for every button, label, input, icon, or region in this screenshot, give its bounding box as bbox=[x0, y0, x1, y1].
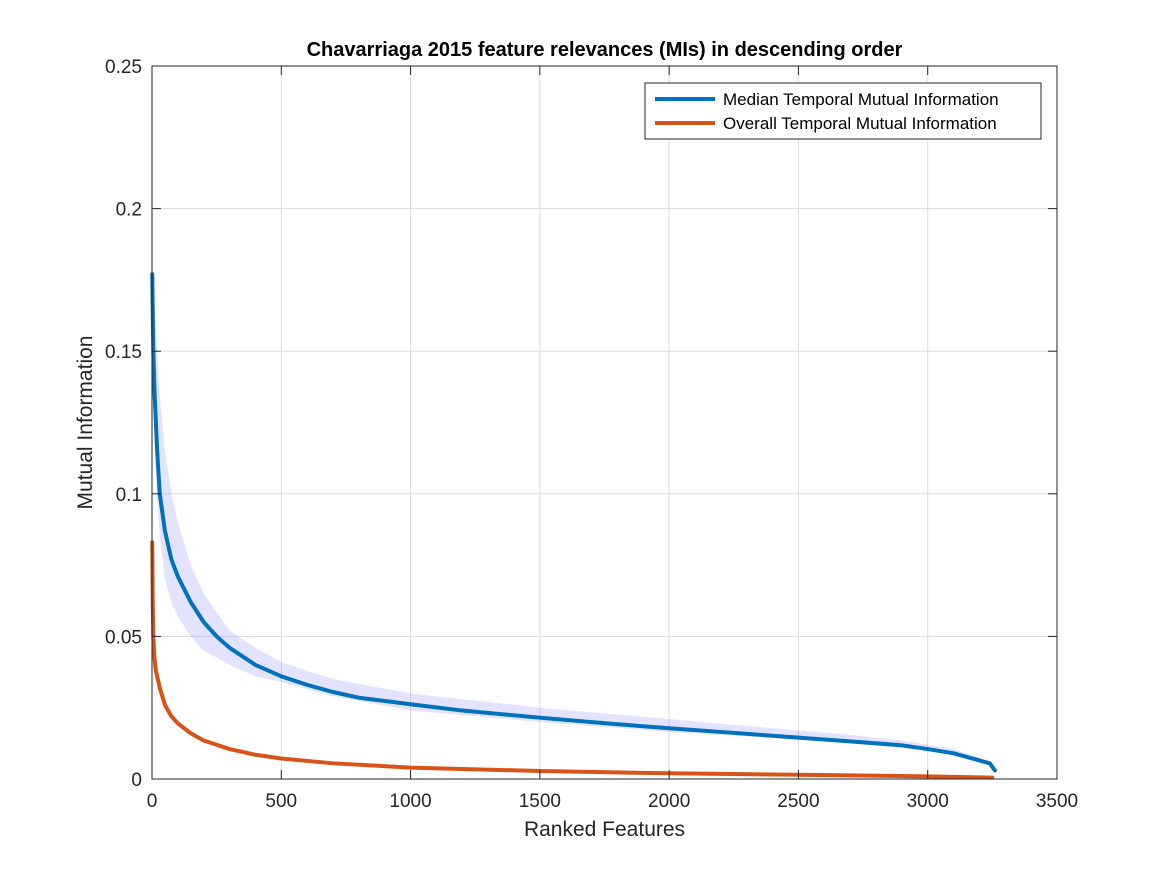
axis-ticks bbox=[151, 65, 1058, 780]
tick-labels: 0 500 1000 1500 2000 2500 3000 3500 0 0.05 0.1 0.15… bbox=[105, 57, 1078, 812]
x-tick-label: 1000 bbox=[389, 791, 431, 812]
y-tick-label: 0 bbox=[131, 770, 142, 791]
y-tick-label: 0.05 bbox=[105, 627, 142, 648]
legend-box bbox=[644, 82, 1042, 140]
plot-area bbox=[152, 66, 1057, 779]
y-tick-label: 0.15 bbox=[105, 342, 142, 363]
y-tick-label: 0.1 bbox=[116, 485, 142, 506]
series-line-median bbox=[150, 272, 997, 773]
plot-frame bbox=[151, 65, 1058, 780]
y-axis-label: Mutual Information bbox=[74, 336, 97, 510]
x-tick-label: 2500 bbox=[777, 791, 819, 812]
y-tick-label: 0.2 bbox=[116, 200, 142, 221]
x-tick-label: 1500 bbox=[519, 791, 561, 812]
legend-label-overall: Overall Temporal Mutual Information bbox=[723, 114, 997, 133]
chart-title: Chavarriaga 2015 feature relevances (MIs… bbox=[307, 39, 903, 61]
x-tick-label: 2000 bbox=[648, 791, 690, 812]
legend: Median Temporal Mutual Information Overa… bbox=[644, 82, 1042, 140]
x-tick-label: 3500 bbox=[1036, 791, 1078, 812]
y-tick-label: 0.25 bbox=[105, 57, 142, 78]
x-tick-label: 500 bbox=[265, 791, 297, 812]
x-axis-label: Ranked Features bbox=[524, 818, 685, 841]
legend-label-median: Median Temporal Mutual Information bbox=[723, 90, 999, 109]
series-line-overall bbox=[150, 540, 995, 780]
series-layer bbox=[150, 272, 997, 780]
x-tick-label: 0 bbox=[147, 791, 158, 812]
x-tick-label: 3000 bbox=[907, 791, 949, 812]
